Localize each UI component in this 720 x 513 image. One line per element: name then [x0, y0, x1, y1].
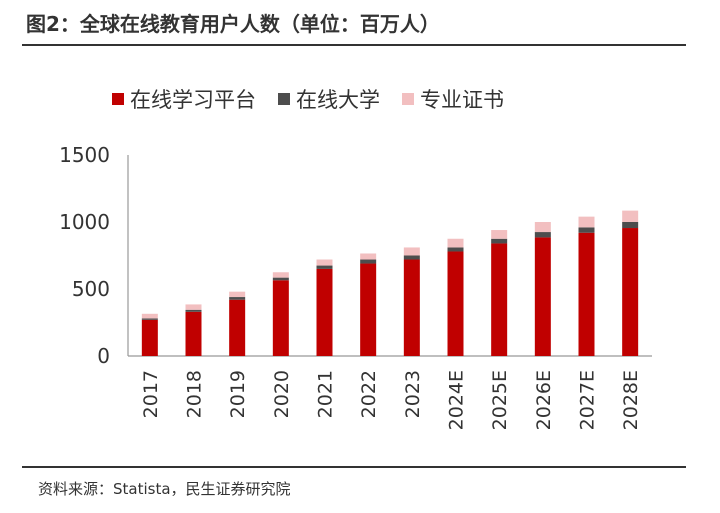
- x-tick-label-2024E: 2024E: [446, 370, 468, 430]
- bar-2025E-series-0: [491, 243, 508, 356]
- bar-2017-series-1: [141, 318, 158, 320]
- bar-2021-series-1: [316, 265, 333, 269]
- bar-2023-series-2: [403, 247, 420, 256]
- legend-swatch-platform: [112, 93, 124, 105]
- bar-2021-series-2: [316, 259, 333, 266]
- bar-2026E-series-1: [534, 232, 551, 238]
- bar-2025E-series-1: [491, 238, 508, 244]
- bar-2024E-series-0: [447, 251, 464, 356]
- bar-2025E-series-2: [491, 230, 508, 239]
- legend-label-university: 在线大学: [296, 88, 380, 112]
- bar-2026E-series-0: [534, 237, 551, 356]
- legend-item-university: 在线大学: [278, 84, 380, 114]
- bar-2017-series-2: [141, 313, 158, 319]
- x-tick-label-2028E: 2028E: [620, 370, 642, 430]
- x-tick-label-2022: 2022: [358, 370, 380, 418]
- bar-2023-series-0: [403, 259, 420, 356]
- legend-swatch-university: [278, 93, 290, 105]
- legend-item-certificate: 专业证书: [402, 84, 504, 114]
- bar-2018-series-2: [185, 304, 202, 310]
- bar-2022-series-2: [360, 253, 377, 260]
- bottom-rule: [22, 466, 686, 468]
- bar-2020-series-2: [272, 272, 289, 278]
- bar-2019-series-0: [229, 299, 246, 356]
- bar-2024E-series-2: [447, 238, 464, 248]
- legend-item-platform: 在线学习平台: [112, 84, 256, 114]
- x-tick-label-2021: 2021: [315, 370, 337, 418]
- legend: 在线学习平台 在线大学 专业证书: [112, 84, 504, 114]
- legend-label-platform: 在线学习平台: [130, 88, 256, 112]
- bar-2023-series-1: [403, 255, 420, 260]
- top-rule: [22, 44, 686, 46]
- y-tick-label-1500: 1500: [59, 143, 110, 167]
- source-note: 资料来源：Statista，民生证券研究院: [38, 480, 291, 498]
- bar-2027E-series-2: [578, 216, 595, 228]
- bar-2019-series-1: [229, 297, 246, 300]
- legend-swatch-certificate: [402, 93, 414, 105]
- x-tick-label-2019: 2019: [227, 370, 249, 418]
- x-tick-label-2026E: 2026E: [533, 370, 555, 430]
- bar-2018-series-0: [185, 311, 202, 356]
- bar-2027E-series-1: [578, 227, 595, 233]
- x-tick-label-2018: 2018: [184, 370, 206, 418]
- legend-label-certificate: 专业证书: [420, 88, 504, 112]
- bar-2020-series-1: [272, 277, 289, 281]
- y-tick-label-0: 0: [97, 344, 110, 368]
- y-tick-label-500: 500: [72, 277, 110, 301]
- bar-2022-series-1: [360, 259, 377, 264]
- x-tick-label-2017: 2017: [140, 370, 162, 418]
- bar-2024E-series-1: [447, 247, 464, 252]
- bar-2021-series-0: [316, 268, 333, 356]
- x-tick-label-2027E: 2027E: [577, 370, 599, 430]
- bar-2022-series-0: [360, 263, 377, 356]
- y-tick-label-1000: 1000: [59, 210, 110, 234]
- bar-2018-series-1: [185, 309, 202, 312]
- bar-2017-series-0: [141, 319, 158, 356]
- bar-2020-series-0: [272, 280, 289, 356]
- chart-title: 图2：全球在线教育用户人数（单位：百万人）: [26, 12, 440, 36]
- bar-2019-series-2: [229, 291, 246, 298]
- bar-2028E-series-0: [622, 228, 639, 356]
- x-tick-label-2020: 2020: [271, 370, 293, 418]
- bar-2028E-series-2: [622, 210, 639, 222]
- bar-2026E-series-2: [534, 222, 551, 233]
- x-tick-label-2023: 2023: [402, 370, 424, 418]
- x-tick-label-2025E: 2025E: [489, 370, 511, 430]
- bar-2028E-series-1: [622, 222, 639, 229]
- bar-2027E-series-0: [578, 232, 595, 356]
